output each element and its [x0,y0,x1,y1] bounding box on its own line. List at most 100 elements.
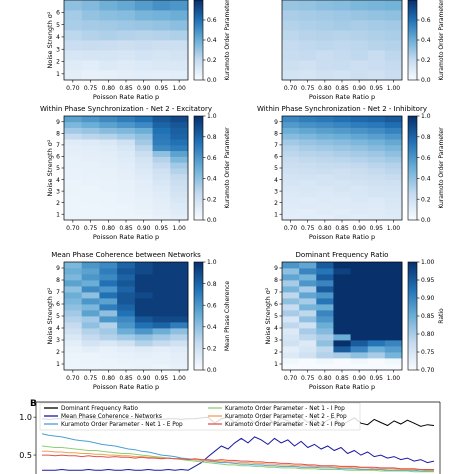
colorbar-tick-label: 1.00 [421,259,435,266]
heatmap-cell [64,280,83,287]
heatmap-cell [134,60,153,71]
x-tick-label: 0.85 [119,225,133,232]
heatmap-cell [333,316,351,323]
heatmap-cell [81,274,100,281]
colorbar-label: Kuramoto Order Parameter [224,0,231,81]
heatmap-cell [299,20,317,31]
legend-label: Kuramoto Order Parameter - Net 2 - E Pop [225,414,347,420]
y-tick-label: 5 [56,313,60,320]
heatmap-cell [333,20,351,31]
heatmap-cell [64,358,83,365]
heatmap-cell [367,70,386,81]
heatmap-cell [333,262,351,269]
heatmap-cell [299,185,317,192]
heatmap-cell [117,150,136,157]
heatmap-cell [316,322,334,329]
heatmap-cell [367,156,386,163]
y-tick-label: 7 [274,142,278,149]
heatmap-cell [170,334,189,341]
heatmap-cell [316,156,334,163]
heatmap-cell [299,179,317,186]
heatmap-cell [316,310,334,317]
y-tick-label: 4 [56,34,60,41]
heatmap-cell [152,116,171,123]
heatmap-cell [117,214,136,221]
heatmap-cell [170,304,189,311]
x-tick-label: 1.00 [387,85,401,92]
heatmap-cell [384,292,403,299]
heatmap-cell [170,262,189,269]
heatmap-cell [282,20,300,31]
heatmap-cell [64,214,83,221]
heatmap-cell [367,310,386,317]
heatmap-cell [152,304,171,311]
heatmap-cell [384,168,403,175]
heatmap-cell [81,179,100,186]
colorbar-tick-label: 0.6 [207,302,217,309]
x-tick-label: 0.80 [102,85,116,92]
heatmap-cell [384,185,403,192]
heatmap-cell [299,274,317,281]
heatmap-cell [367,10,386,21]
heatmap-cell [282,121,300,128]
heatmap-cell [367,214,386,221]
heatmap-cell [134,116,153,123]
x-tick-label: 0.85 [335,225,349,232]
heatmap-cell [384,162,403,169]
x-tick-label: 0.95 [370,375,384,382]
heatmap-cell [81,322,100,329]
heatmap-cell [316,179,334,186]
heatmap-cell [299,133,317,140]
heatmap-cell [299,121,317,128]
x-tick-label: 0.75 [84,375,98,382]
heatmap-cell [350,364,369,371]
heatmap-cell [170,30,189,41]
heatmap-cell [333,346,351,353]
y-tick-label: 6 [56,10,60,17]
y-tick-label: 3 [56,188,60,195]
heatmap-cell [282,328,300,335]
heatmap-cell [350,179,369,186]
y-tick-label: 8 [274,131,278,138]
colorbar-tick-label: 0.8 [421,134,431,141]
heatmap-cell [134,316,153,323]
heatmap-cell [64,156,83,163]
heatmap-cell [299,139,317,146]
heatmap-cell [170,0,189,11]
line-y-tick-label: 1.0 [19,413,32,422]
colorbar [193,115,204,221]
heatmap-cell [333,328,351,335]
heatmap-cell [64,346,83,353]
heatmap-cell [384,352,403,359]
heatmap-cell [152,364,171,371]
heatmap-cell [299,50,317,61]
heatmap-cell [333,127,351,134]
heatmap-cell [117,60,136,71]
heatmap-cell [316,352,334,359]
heatmap-cell [64,322,83,329]
heatmap-cell [64,127,83,134]
heatmap-cell [99,121,118,128]
heatmap-cell [170,179,189,186]
heatmap-cell [384,328,403,335]
heatmap-cell [117,139,136,146]
x-tick-label: 1.00 [172,85,186,92]
heatmap-cell [152,150,171,157]
heatmap-cell [299,310,317,317]
heatmap-cell [117,202,136,209]
colorbar [193,261,204,371]
x-tick-label: 0.75 [84,85,98,92]
heatmap-cell [134,214,153,221]
heatmap-cell [81,191,100,198]
heatmap-cell [170,358,189,365]
heatmap-cell [117,280,136,287]
heatmap-cell [81,202,100,209]
heatmap-cell [333,352,351,359]
heatmap-cell [316,268,334,275]
heatmap-cell [117,156,136,163]
heatmap-cell [81,358,100,365]
heatmap-cell [81,133,100,140]
heatmap-cell [333,50,351,61]
colorbar-tick-label: 1.0 [207,259,217,266]
heatmap-cell [384,127,403,134]
